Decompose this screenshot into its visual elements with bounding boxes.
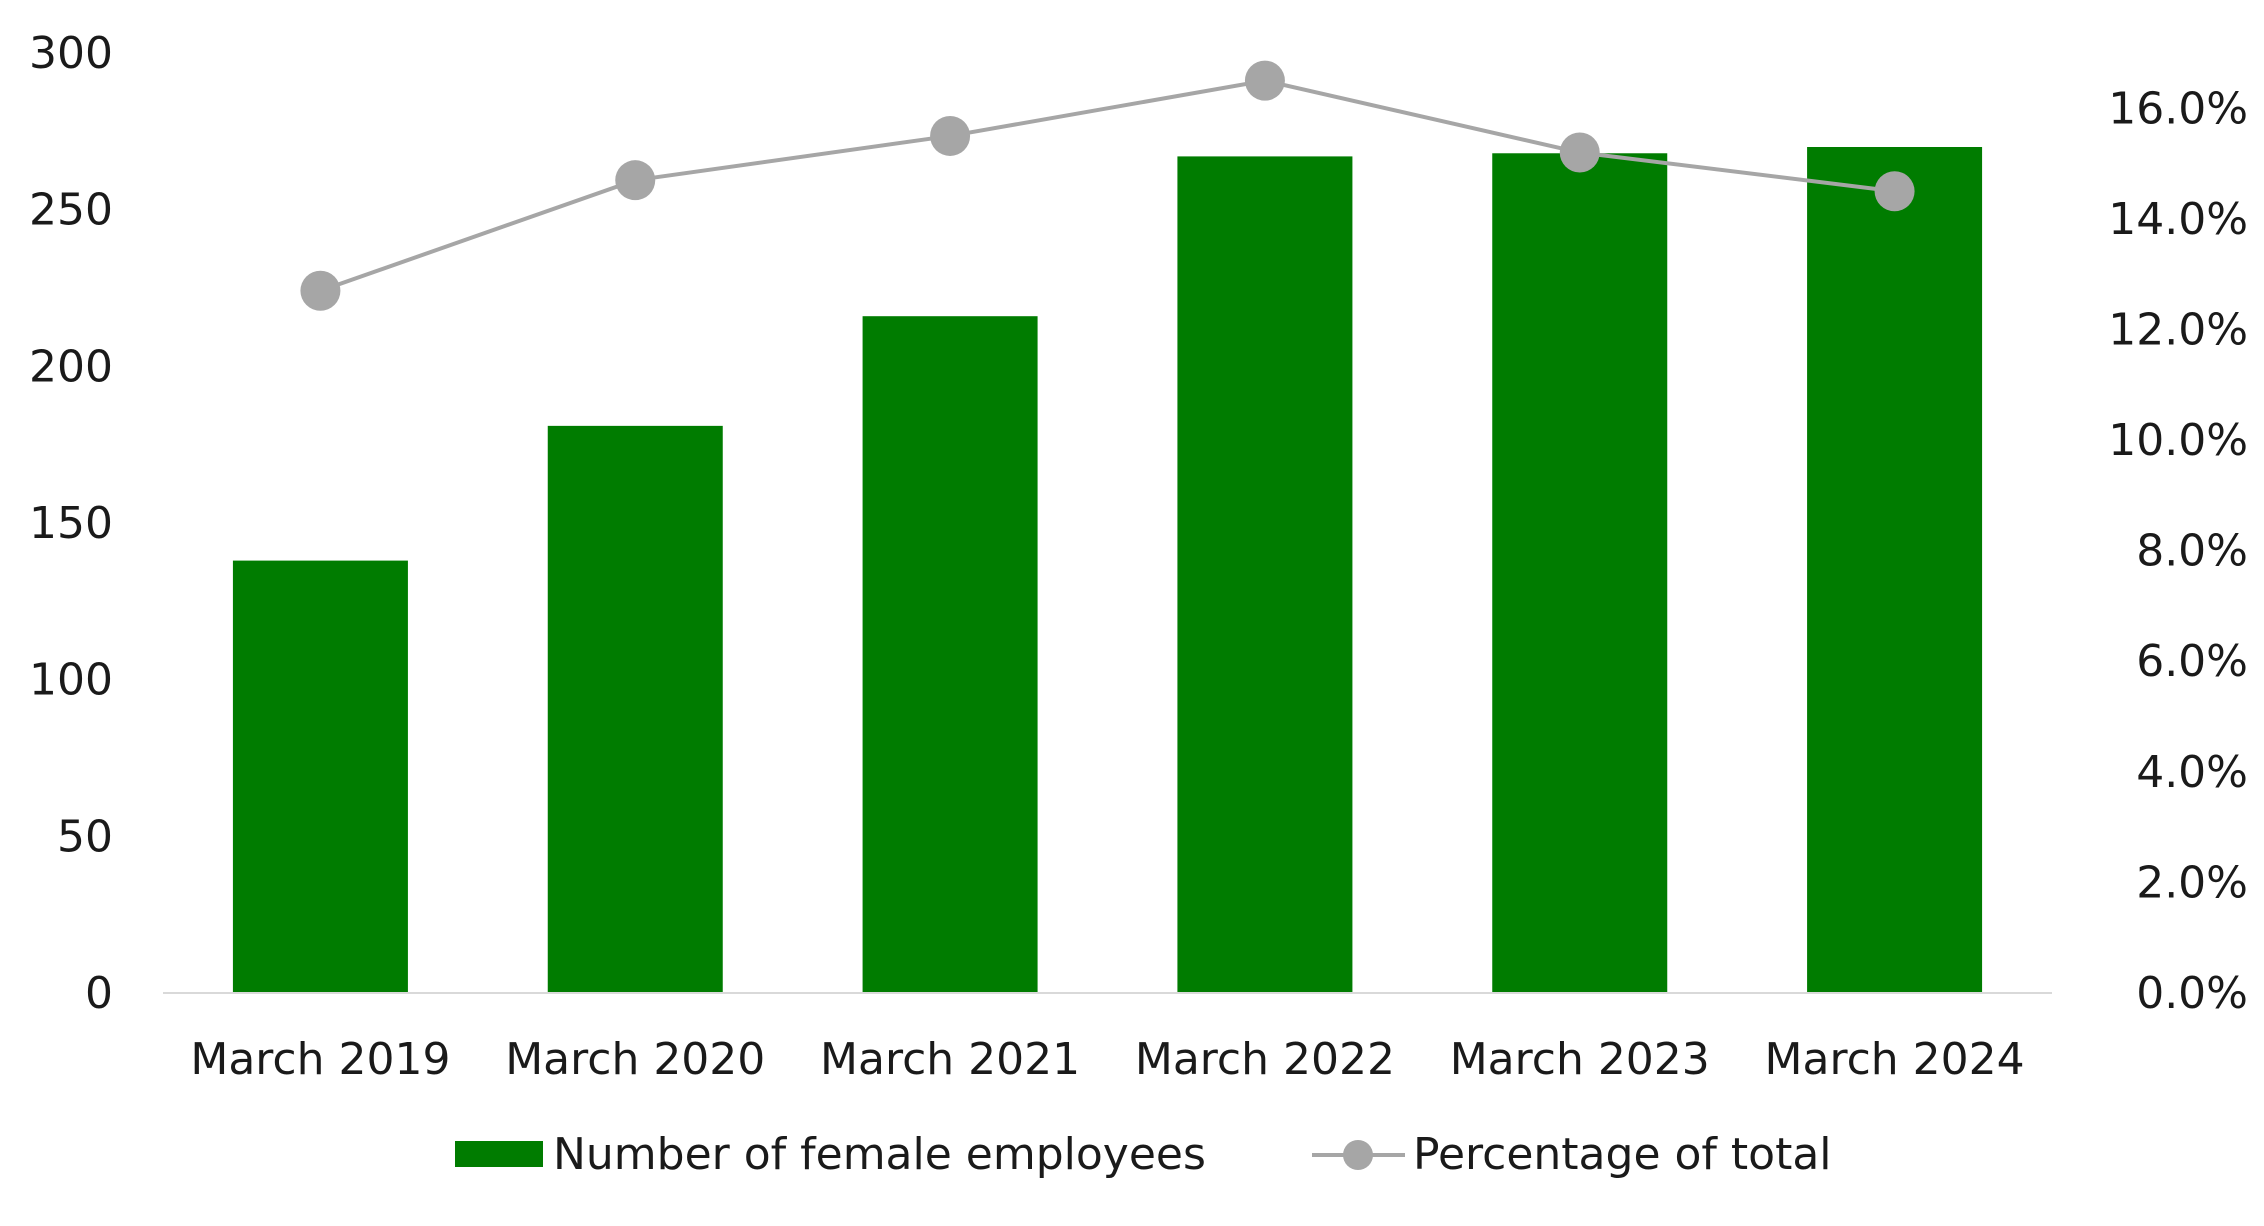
bar-march-2021 [862,316,1038,993]
bar-march-2019 [232,560,408,993]
bars-layer [232,147,1983,993]
right-tick-label: 4.0% [2136,747,2248,798]
category-label: March 2024 [1765,1034,2025,1085]
legend-bar-swatch [455,1141,543,1167]
right-tick-label: 12.0% [2108,304,2248,355]
right-tick-label: 8.0% [2136,526,2248,577]
category-label: March 2020 [505,1034,765,1085]
category-label: March 2021 [820,1034,1080,1085]
bar-march-2023 [1492,153,1668,993]
left-tick-label: 0 [85,968,113,1019]
line-point-march-2023 [1559,132,1600,173]
right-axis-ticks: 0.0% 2.0% 4.0% 6.0% 8.0% 10.0% 12.0% 14.0% 16.0% [2108,83,2248,1019]
category-axis-labels: March 2019 March 2020 March 2021 March 2022… [190,1034,2024,1085]
category-label: March 2023 [1450,1034,1710,1085]
line-point-march-2019 [300,270,341,311]
right-tick-label: 6.0% [2136,636,2248,687]
legend: Number of female employees Percentage of… [455,1129,1832,1180]
line-point-march-2020 [615,160,656,201]
left-tick-label: 300 [29,28,113,79]
right-tick-label: 16.0% [2108,83,2248,134]
line-point-march-2024 [1874,171,1915,212]
left-tick-label: 200 [29,341,113,392]
category-label: March 2019 [190,1034,450,1085]
line-point-march-2022 [1244,60,1285,101]
percentage-line [319,78,1895,293]
legend-line-label: Percentage of total [1413,1129,1832,1180]
left-axis-ticks: 0 50 100 150 200 250 300 [29,28,113,1019]
left-tick-label: 150 [29,498,113,549]
legend-line-marker [1343,1140,1373,1170]
left-tick-label: 250 [29,185,113,236]
category-label: March 2022 [1135,1034,1395,1085]
right-tick-label: 2.0% [2136,857,2248,908]
right-tick-label: 10.0% [2108,415,2248,466]
line-point-march-2021 [930,115,971,156]
right-tick-label: 14.0% [2108,194,2248,245]
line-layer [300,60,1915,311]
bar-march-2022 [1177,156,1353,993]
right-tick-label: 0.0% [2136,968,2248,1019]
bar-march-2024 [1807,147,1983,993]
legend-bar-label: Number of female employees [553,1129,1206,1180]
left-tick-label: 50 [57,811,113,862]
bar-march-2020 [547,425,723,993]
left-tick-label: 100 [29,655,113,706]
